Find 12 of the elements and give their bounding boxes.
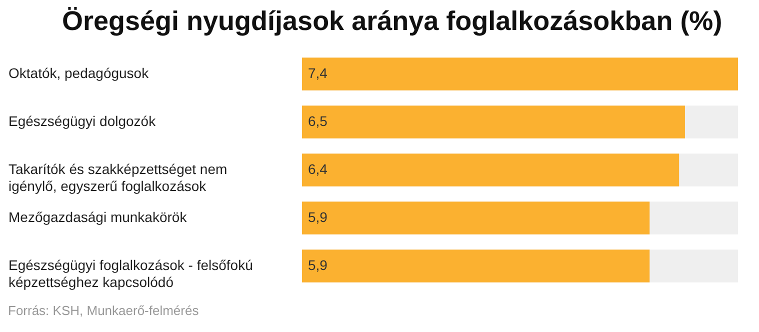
y-tick-label: Takarítók és szakképzettséget nem igénylő, egyszerű foglalkozások — [8, 161, 228, 194]
data-label: 5,9 — [308, 257, 328, 273]
y-tick-label: Oktatók, pedagógusok — [8, 65, 150, 81]
chart-title: Öregségi nyugdíjasok aránya foglalkozásokban (%) — [62, 6, 722, 37]
text: Forrás: KSH, Munkaerő-felmérés — [8, 303, 199, 318]
data-label: 5,9 — [308, 209, 328, 225]
data-label: 6,5 — [308, 113, 328, 129]
data-label: 6,4 — [308, 161, 328, 177]
y-tick-label: Mezőgazdasági munkakörök — [8, 209, 188, 225]
y-tick-label: Egészségügyi foglalkozások - felsőfokú képzettséghez kapcsolódó — [8, 257, 253, 290]
y-tick-label: Egészségügyi dolgozók — [8, 113, 157, 129]
data-label: 7,4 — [308, 65, 328, 81]
